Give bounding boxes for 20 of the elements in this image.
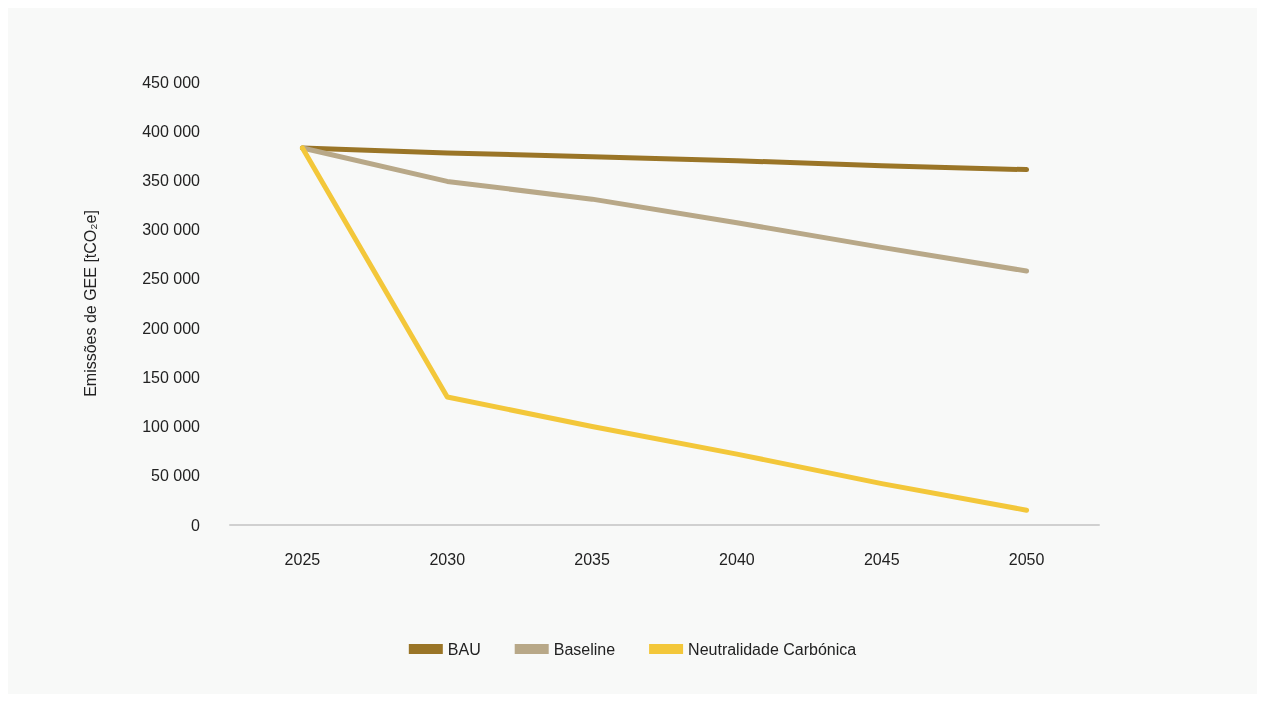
y-tick-label: 100 000 [142, 418, 201, 436]
legend-label: BAU [447, 640, 481, 658]
x-tick-label: 2035 [574, 550, 610, 568]
legend-label: Baseline [553, 640, 616, 658]
y-tick-label: 150 000 [142, 368, 201, 386]
x-tick-label: 2050 [1008, 550, 1045, 568]
y-tick-label: 50 000 [151, 467, 201, 485]
y-tick-label: 0 [191, 516, 201, 534]
y-tick-label: 250 000 [142, 270, 201, 288]
x-tick-label: 2030 [429, 550, 466, 568]
y-tick-label: 350 000 [142, 171, 201, 189]
x-tick-label: 2040 [719, 550, 755, 568]
y-axis-title: Emissões de GEE [tCO₂e] [81, 210, 99, 397]
y-tick-label: 300 000 [142, 221, 201, 239]
x-tick-label: 2025 [284, 550, 321, 568]
y-tick-label: 200 000 [142, 319, 201, 337]
x-tick-label: 2045 [863, 550, 900, 568]
legend-label: Neutralidade Carbónica [688, 640, 857, 658]
y-tick-label: 450 000 [142, 73, 201, 91]
y-tick-label: 400 000 [142, 122, 201, 140]
